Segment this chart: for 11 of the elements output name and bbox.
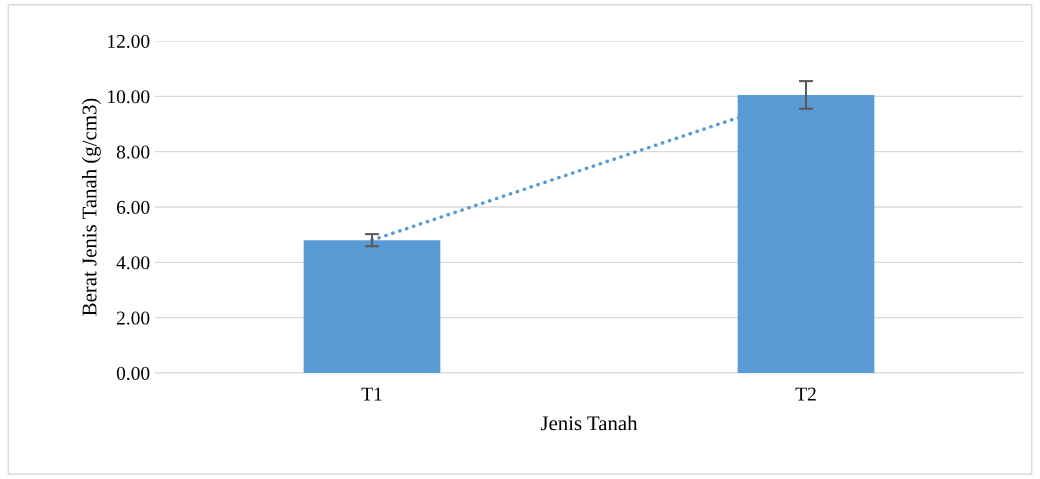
- y-tick-label: 8.00: [116, 145, 150, 159]
- x-axis-title: Jenis Tanah: [540, 415, 638, 431]
- y-tick-label: 0.00: [116, 366, 150, 381]
- y-tick-label: 12.00: [108, 34, 150, 49]
- y-axis-title: Berat Jenis Tanah (g/cm3): [81, 98, 101, 316]
- y-tick-label: 4.00: [116, 256, 150, 270]
- y-tick-label: 2.00: [116, 311, 150, 325]
- x-tick-label: T2: [795, 387, 816, 401]
- y-tick-label: 6.00: [116, 200, 150, 215]
- y-tick-label: 10.00: [108, 90, 150, 104]
- x-tick-label: T1: [361, 387, 382, 401]
